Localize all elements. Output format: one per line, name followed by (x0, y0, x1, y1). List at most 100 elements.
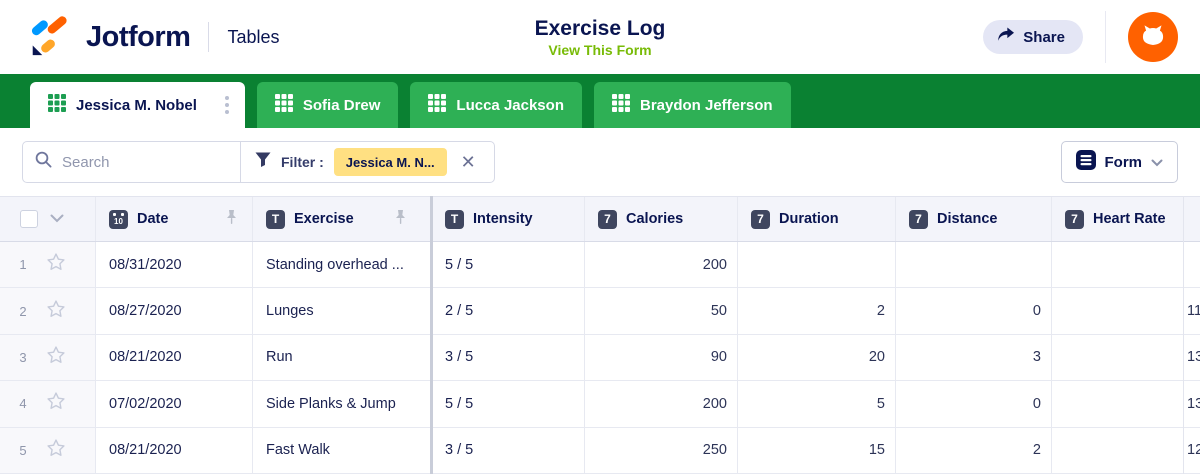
cell-exercise[interactable]: Fast Walk (253, 427, 432, 473)
star-icon[interactable] (46, 299, 66, 324)
row-gutter: 4 (0, 381, 96, 427)
table-row[interactable]: 2 08/27/2020 Lunges 2 / 5 50 2 0 11 (0, 288, 1200, 335)
cell-exercise[interactable]: Run (253, 334, 432, 381)
cell-duration[interactable] (738, 242, 896, 288)
cell-calories[interactable]: 200 (585, 381, 738, 427)
column-label: Calories (626, 211, 684, 227)
column-header-heart-rate[interactable]: 7 Heart Rate (1052, 197, 1200, 241)
tab-lucca-jackson[interactable]: Lucca Jackson (410, 82, 582, 128)
page-title: Exercise Log (534, 17, 666, 41)
row-number: 2 (19, 303, 27, 319)
view-this-form-link[interactable]: View This Form (548, 41, 652, 58)
heart-rate-column-divider (1183, 196, 1184, 474)
toolbar: Filter : Jessica M. N... ✕ Form (0, 128, 1200, 196)
heart-rate-value: 13 (1187, 395, 1200, 412)
table-grid-icon (611, 94, 630, 116)
filter-chip[interactable]: Jessica M. N... (333, 148, 447, 176)
close-icon[interactable]: ✕ (460, 152, 476, 172)
cell-date[interactable]: 08/27/2020 (96, 288, 253, 334)
cell-heart-rate[interactable]: 11 (1052, 288, 1200, 333)
tab-menu-kebab-icon[interactable] (219, 92, 235, 118)
cell-duration[interactable]: 2 (738, 288, 896, 334)
share-button[interactable]: Share (983, 20, 1083, 54)
cell-intensity[interactable]: 3 / 5 (432, 427, 585, 473)
calendar-icon: 10 (109, 209, 128, 229)
number-field-icon: 7 (751, 209, 770, 229)
data-grid: 10 Date T Exercise T Intensity 7 Calorie… (0, 196, 1200, 474)
cell-heart-rate[interactable]: 13 (1052, 381, 1200, 426)
cell-date[interactable]: 08/21/2020 (96, 334, 253, 381)
cell-duration[interactable]: 15 (738, 427, 896, 473)
star-icon[interactable] (46, 391, 66, 416)
tab-braydon-jefferson[interactable]: Braydon Jefferson (593, 82, 791, 128)
cell-distance[interactable] (896, 242, 1052, 288)
cell-heart-rate[interactable]: 12 (1052, 428, 1200, 473)
cell-intensity[interactable]: 2 / 5 (432, 288, 585, 334)
number-field-icon: 7 (598, 209, 617, 229)
column-header-exercise[interactable]: T Exercise (253, 197, 432, 241)
pin-icon[interactable] (394, 209, 407, 229)
table-row[interactable]: 5 08/21/2020 Fast Walk 3 / 5 250 15 2 12 (0, 427, 1200, 474)
search-input[interactable] (62, 153, 212, 171)
column-header-duration[interactable]: 7 Duration (738, 197, 896, 241)
column-header-distance[interactable]: 7 Distance (896, 197, 1052, 241)
cell-calories[interactable]: 200 (585, 242, 738, 288)
form-view-button[interactable]: Form (1060, 141, 1178, 183)
row-number: 3 (19, 349, 27, 365)
chevron-down-icon[interactable] (50, 211, 64, 227)
column-header-date[interactable]: 10 Date (96, 197, 253, 241)
select-all-checkbox[interactable] (20, 210, 38, 228)
cell-calories[interactable]: 50 (585, 288, 738, 334)
cell-date[interactable]: 08/31/2020 (96, 242, 253, 288)
tab-jessica-m-nobel[interactable]: Jessica M. Nobel (30, 82, 245, 128)
filter-label: Filter : (281, 154, 324, 170)
cell-distance[interactable]: 0 (896, 288, 1052, 334)
cell-exercise[interactable]: Standing overhead ... (253, 242, 432, 288)
avatar[interactable] (1128, 12, 1178, 62)
star-icon[interactable] (46, 252, 66, 277)
cell-heart-rate[interactable] (1052, 242, 1200, 287)
star-icon[interactable] (46, 438, 66, 463)
sheet-tab-bar: Jessica M. Nobel Sofia Drew Lucca Jackso… (0, 74, 1200, 128)
filter-funnel-icon (255, 152, 271, 172)
cell-duration[interactable]: 20 (738, 334, 896, 381)
cell-intensity[interactable]: 5 / 5 (432, 242, 585, 288)
top-right-actions: Share (983, 11, 1200, 63)
cell-heart-rate[interactable]: 13 (1052, 335, 1200, 380)
column-label: Heart Rate (1093, 211, 1166, 227)
tab-sofia-drew[interactable]: Sofia Drew (256, 82, 399, 128)
cell-exercise[interactable]: Side Planks & Jump (253, 381, 432, 427)
cell-distance[interactable]: 2 (896, 427, 1052, 473)
text-field-icon: T (445, 209, 464, 229)
star-icon[interactable] (46, 345, 66, 370)
table-row[interactable]: 3 08/21/2020 Run 3 / 5 90 20 3 13 (0, 334, 1200, 382)
brand-divider (208, 22, 210, 52)
chevron-down-icon (1151, 154, 1163, 171)
search-segment (23, 142, 241, 182)
cell-intensity[interactable]: 5 / 5 (432, 381, 585, 427)
column-label: Duration (779, 211, 839, 227)
cell-date[interactable]: 08/21/2020 (96, 427, 253, 473)
cell-date[interactable]: 07/02/2020 (96, 381, 253, 427)
brand[interactable]: Jotform Tables (0, 12, 279, 63)
cell-calories[interactable]: 90 (585, 334, 738, 381)
table-row[interactable]: 1 08/31/2020 Standing overhead ... 5 / 5… (0, 242, 1200, 289)
gutter-header (0, 197, 96, 241)
cell-exercise[interactable]: Lunges (253, 288, 432, 334)
table-row[interactable]: 4 07/02/2020 Side Planks & Jump 5 / 5 20… (0, 381, 1200, 428)
cell-distance[interactable]: 0 (896, 381, 1052, 427)
column-header-intensity[interactable]: T Intensity (432, 197, 585, 241)
number-field-icon: 7 (909, 209, 928, 229)
tab-label: Braydon Jefferson (639, 96, 773, 114)
cell-distance[interactable]: 3 (896, 334, 1052, 381)
cell-calories[interactable]: 250 (585, 427, 738, 473)
number-field-icon: 7 (1065, 209, 1084, 229)
heart-rate-value: 13 (1187, 349, 1200, 366)
search-icon (35, 151, 52, 173)
form-icon (1075, 150, 1096, 174)
column-header-calories[interactable]: 7 Calories (585, 197, 738, 241)
pin-icon[interactable] (225, 209, 238, 229)
grid-header-row: 10 Date T Exercise T Intensity 7 Calorie… (0, 196, 1200, 242)
cell-intensity[interactable]: 3 / 5 (432, 334, 585, 381)
cell-duration[interactable]: 5 (738, 381, 896, 427)
